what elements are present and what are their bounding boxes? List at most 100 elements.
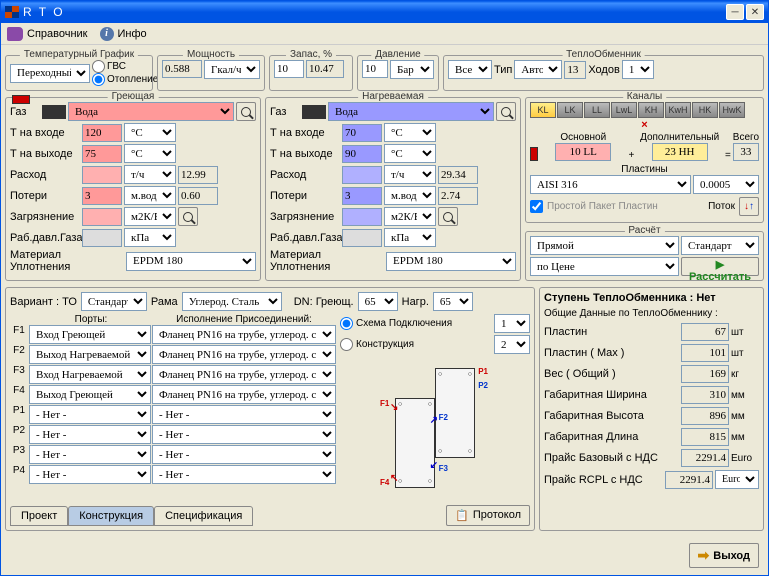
port-F4-name[interactable]: Выход Греющей — [29, 385, 151, 404]
radio-gvs[interactable] — [92, 60, 105, 73]
channel-HwK[interactable]: HwK — [719, 102, 745, 118]
tab-spec[interactable]: Спецификация — [154, 506, 253, 526]
channels-add[interactable] — [652, 143, 708, 161]
calculate-button[interactable]: ▶ Рассчитать — [681, 257, 759, 276]
tab-construction[interactable]: Конструкция — [68, 506, 154, 526]
hot-loss[interactable] — [82, 187, 122, 205]
calc-byprice[interactable]: по Цене — [530, 257, 679, 276]
cold-fluid-search[interactable] — [496, 102, 516, 121]
hot-tin-unit[interactable]: °C — [124, 123, 176, 142]
hot-tin[interactable] — [82, 124, 122, 142]
cold-material[interactable]: EPDM 180 — [386, 252, 516, 271]
port-F3-name[interactable]: Вход Нагреваемой — [29, 365, 151, 384]
channels-main[interactable] — [555, 143, 611, 161]
minimize-button[interactable]: ─ — [726, 4, 744, 20]
pressure-value[interactable] — [362, 60, 388, 78]
cold-tout-unit[interactable]: °C — [384, 144, 436, 163]
port-P2-conn[interactable]: - Нет - — [152, 425, 336, 444]
port-F2-conn[interactable]: Фланец PN16 на трубе, углерод. с — [152, 345, 336, 364]
protocol-button[interactable]: 📋 Протокол — [446, 505, 530, 526]
hot-flow-unit[interactable]: т/ч — [124, 165, 176, 184]
simple-pack-checkbox[interactable] — [530, 200, 543, 213]
power-unit[interactable]: Гкал/ч — [204, 60, 260, 79]
hot-foul[interactable] — [82, 208, 122, 226]
plate-material[interactable]: AISI 316 — [530, 175, 691, 194]
hot-foul-unit[interactable]: м2К/Вт — [124, 207, 176, 226]
hot-press-unit[interactable]: кПа — [124, 228, 176, 247]
calc-std[interactable]: Стандарт — [681, 236, 759, 255]
hot-foul-search[interactable] — [178, 207, 198, 226]
panel-cold: Нагреваемая Газ Вода Т на входе°C Т на в… — [265, 97, 521, 281]
menu-reference[interactable]: Справочник — [7, 27, 88, 41]
hot-loss-unit[interactable]: м.вод.с — [124, 186, 176, 205]
variant-dn1[interactable]: 65 — [358, 292, 398, 311]
port-P3-name[interactable]: - Нет - — [29, 445, 151, 464]
port-F3-conn[interactable]: Фланец PN16 на трубе, углерод. с — [152, 365, 336, 384]
tab-project[interactable]: Проект — [10, 506, 68, 526]
hot-tout-unit[interactable]: °C — [124, 144, 176, 163]
scheme-val2[interactable]: 2 — [494, 335, 530, 354]
port-P4-name[interactable]: - Нет - — [29, 465, 151, 484]
channel-HK[interactable]: HK — [692, 102, 718, 118]
radio-scheme[interactable] — [340, 317, 353, 330]
cold-foul-search[interactable] — [438, 207, 458, 226]
close-button[interactable]: ✕ — [746, 4, 764, 20]
variant-std[interactable]: Стандарт — [81, 292, 147, 311]
hot-tout[interactable] — [82, 145, 122, 163]
hot-flow[interactable] — [82, 166, 122, 184]
port-P3-conn[interactable]: - Нет - — [152, 445, 336, 464]
radio-heating[interactable] — [92, 73, 105, 86]
exit-button[interactable]: ➡Выход — [689, 543, 759, 568]
port-P1-conn[interactable]: - Нет - — [152, 405, 336, 424]
cold-loss-unit[interactable]: м.вод.с — [384, 186, 436, 205]
channel-KwH[interactable]: KwH — [665, 102, 691, 118]
flow-button[interactable]: ↓↑ — [739, 197, 759, 216]
cold-loss-calc — [438, 187, 478, 205]
port-P2-name[interactable]: - Нет - — [29, 425, 151, 444]
stage-0 — [681, 323, 729, 341]
panel-stage: Ступень ТеплоОбменника : Нет Общие Данны… — [539, 287, 764, 531]
hx-type[interactable]: Авто — [514, 60, 562, 79]
channel-KL[interactable]: KL — [530, 102, 556, 118]
port-P1-name[interactable]: - Нет - — [29, 405, 151, 424]
channel-LwL[interactable]: LwL — [611, 102, 637, 118]
cold-tout[interactable] — [342, 145, 382, 163]
variant-frame[interactable]: Углерод. Сталь — [182, 292, 282, 311]
hot-material[interactable]: EPDM 180 — [126, 252, 256, 271]
port-F1-name[interactable]: Вход Греющей — [29, 325, 151, 344]
info-icon: i — [100, 27, 114, 41]
hx-all[interactable]: Все — [448, 60, 492, 79]
port-F4-conn[interactable]: Фланец PN16 на трубе, углерод. с — [152, 385, 336, 404]
channel-LL[interactable]: LL — [584, 102, 610, 118]
radio-construction[interactable] — [340, 338, 353, 351]
hot-fluid-search[interactable] — [236, 102, 256, 121]
cold-flow[interactable] — [342, 166, 382, 184]
port-P4-conn[interactable]: - Нет - — [152, 465, 336, 484]
channel-LK[interactable]: LK — [557, 102, 583, 118]
plate-thickness[interactable]: 0.0005 — [693, 175, 759, 194]
cold-fluid[interactable]: Вода — [328, 102, 494, 121]
cold-press-unit[interactable]: кПа — [384, 228, 436, 247]
reserve-input[interactable] — [274, 60, 304, 78]
cold-tin-unit[interactable]: °C — [384, 123, 436, 142]
cold-foul-unit[interactable]: м2К/Вт — [384, 207, 436, 226]
cold-foul[interactable] — [342, 208, 382, 226]
stage-1 — [681, 344, 729, 362]
stage-currency[interactable]: Euro — [715, 470, 759, 489]
variant-dn2[interactable]: 65 — [433, 292, 473, 311]
cold-flow-unit[interactable]: т/ч — [384, 165, 436, 184]
cold-loss[interactable] — [342, 187, 382, 205]
hx-moves[interactable]: 1 — [622, 60, 654, 79]
calc-direct[interactable]: Прямой — [530, 236, 679, 255]
cold-tin[interactable] — [342, 124, 382, 142]
port-F2-name[interactable]: Выход Нагреваемой — [29, 345, 151, 364]
scheme-val1[interactable]: 1 — [494, 314, 530, 333]
hot-fluid[interactable]: Вода — [68, 102, 234, 121]
panel-hot: Греющая Газ Вода Т на входе°C Т на выход… — [5, 97, 261, 281]
channel-KH[interactable]: KH — [638, 102, 664, 118]
port-F1-conn[interactable]: Фланец PN16 на трубе, углерод. с — [152, 325, 336, 344]
pressure-unit[interactable]: Бар — [390, 60, 434, 79]
stage-7 — [665, 471, 713, 489]
menu-info[interactable]: i Инфо — [100, 27, 147, 41]
tempgraph-select[interactable]: Переходный — [10, 64, 90, 83]
